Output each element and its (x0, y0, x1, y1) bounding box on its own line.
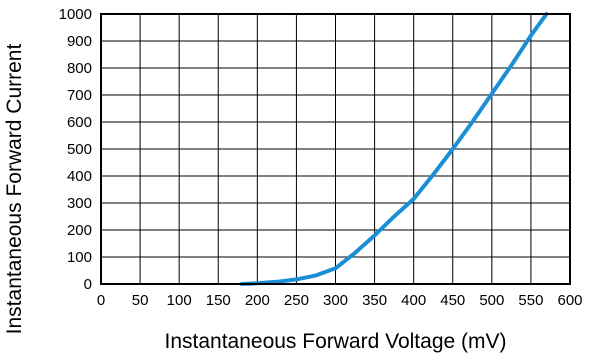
x-tick-label: 350 (362, 292, 387, 309)
x-tick-label: 0 (97, 292, 105, 309)
y-tick-label: 300 (67, 195, 92, 212)
x-tick-label: 300 (323, 292, 348, 309)
x-tick-label: 200 (245, 292, 270, 309)
y-tick-label: 900 (67, 33, 92, 50)
x-axis-title: Instantaneous Forward Voltage (mV) (164, 330, 506, 353)
y-tick-label: 700 (67, 87, 92, 104)
x-tick-label: 450 (440, 292, 465, 309)
series-layer (239, 12, 549, 286)
grid-lines (100, 13, 571, 285)
x-tick-label: 600 (557, 292, 582, 309)
y-tick-label: 1000 (59, 6, 92, 23)
tick-labels: 0 50 100 150 200 250 300 350 400 450 500 550 600 0 100… (59, 6, 583, 309)
x-tick-label: 250 (284, 292, 309, 309)
y-tick-label: 200 (67, 222, 92, 239)
plot-frame (100, 13, 571, 285)
y-tick-label: 100 (67, 249, 92, 266)
y-tick-label: 800 (67, 60, 92, 77)
series-line (239, 12, 549, 286)
x-tick-label: 550 (518, 292, 543, 309)
x-tick-label: 150 (206, 292, 231, 309)
x-tick-label: 500 (479, 292, 504, 309)
y-tick-label: 400 (67, 168, 92, 185)
x-tick-label: 400 (401, 292, 426, 309)
y-tick-label: 500 (67, 141, 92, 158)
x-tick-label: 100 (167, 292, 192, 309)
y-tick-label: 600 (67, 114, 92, 131)
y-axis-title: Instantaneous Forward Current (3, 44, 26, 335)
x-tick-label: 50 (132, 292, 149, 309)
y-tick-label: 0 (84, 276, 92, 293)
